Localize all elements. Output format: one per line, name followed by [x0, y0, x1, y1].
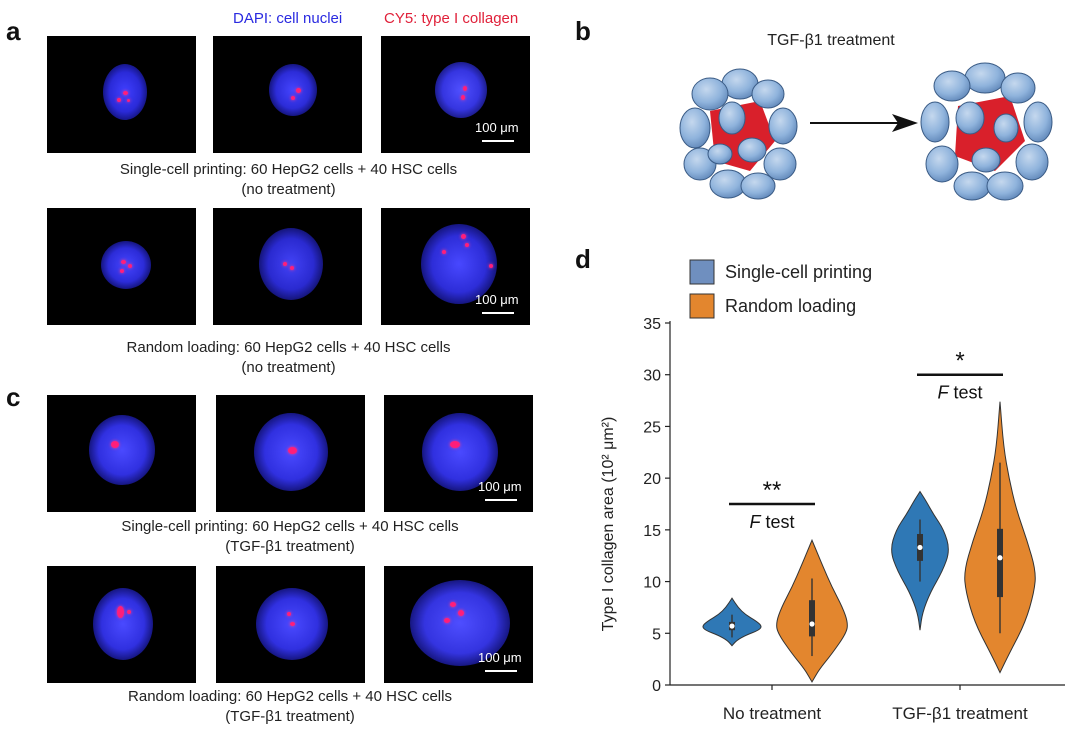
legend-dapi: DAPI: cell nuclei: [233, 10, 343, 27]
cell-nucleus-blob: [101, 241, 151, 289]
cell-nucleus-blob: [259, 228, 323, 300]
violin-iqr-box: [809, 600, 815, 637]
x-tick-label: TGF-β1 treatment: [892, 704, 1028, 723]
significance-stars: *: [955, 348, 964, 375]
legend-swatch-0: [689, 259, 715, 285]
violin-iqr-box: [997, 528, 1003, 598]
collagen-spot: [463, 86, 467, 91]
y-axis-label: Type I collagen area (10² μm²): [600, 417, 617, 632]
micrograph-a-4: [47, 208, 196, 325]
collagen-spot: [128, 264, 132, 268]
panel-letter-d: d: [575, 244, 591, 274]
micrograph-c-5: [216, 566, 365, 683]
collagen-spot: [489, 264, 493, 268]
cell-nucleus-blob: [422, 413, 498, 491]
cell-nucleus-blob: [410, 580, 510, 666]
collagen-spot: [291, 96, 295, 100]
y-tick-label: 0: [652, 678, 661, 695]
scalebar-line: [482, 140, 514, 142]
collagen-spot: [442, 250, 446, 254]
y-tick-label: 5: [652, 626, 661, 643]
legend-cy5: CY5: type I collagen: [384, 10, 519, 27]
cell-nucleus-blob: [89, 415, 155, 485]
arrow-icon: [810, 114, 918, 132]
collagen-spot: [111, 441, 119, 448]
scalebar-line: [485, 499, 517, 501]
violin-median-point: [809, 621, 815, 627]
collagen-spot: [450, 441, 460, 448]
scalebar-label: 100 μm: [478, 479, 522, 494]
micrograph-a-3: 100 μm: [381, 36, 530, 153]
legend-label-1: Random loading: [725, 296, 856, 316]
collagen-spot: [123, 91, 128, 95]
collagen-spot: [461, 95, 465, 100]
scalebar-line: [482, 312, 514, 314]
y-tick-label: 20: [643, 471, 661, 488]
cell-nucleus-blob: [435, 62, 487, 118]
spheroid-diagram: [679, 62, 1053, 201]
collagen-spot: [290, 266, 294, 270]
collagen-spot: [117, 98, 121, 102]
diagram-title: TGF-β1 treatment: [767, 32, 895, 49]
micrograph-c-4: [47, 566, 196, 683]
collagen-spot: [127, 99, 130, 102]
violin-median-point: [729, 623, 735, 629]
x-tick-label: No treatment: [723, 704, 822, 723]
collagen-spot: [296, 88, 301, 93]
chart-axes: 0 5 10 15 20 25 30 35 No treatment TGF-β1 treatme…: [643, 316, 1065, 723]
collagen-spot: [121, 260, 126, 264]
caption-a-1: Single-cell printing: 60 HepG2 cells + 4…: [119, 161, 458, 198]
violin-median-point: [997, 555, 1003, 561]
collagen-spot: [127, 610, 131, 614]
collagen-spot: [290, 622, 295, 626]
collagen-spot: [450, 602, 456, 607]
y-tick-label: 10: [643, 575, 661, 592]
y-tick-label: 25: [643, 419, 661, 436]
cell-nucleus-blob: [421, 224, 497, 304]
collagen-spot: [458, 610, 464, 616]
legend-swatch-1: [689, 293, 715, 319]
collagen-spot: [120, 269, 124, 273]
micrograph-c-1: [47, 395, 196, 512]
micrograph-a-5: [213, 208, 362, 325]
significance-test-label: F test: [937, 383, 982, 403]
significance-test-label: F test: [749, 512, 794, 532]
legend-label-0: Single-cell printing: [725, 262, 872, 282]
cell-nucleus-blob: [93, 588, 153, 660]
micrograph-c-2: [216, 395, 365, 512]
y-tick-label: 30: [643, 368, 661, 385]
violin-chart: Single-cell printing Random loading 0 5 10 1…: [600, 259, 1065, 723]
collagen-spot: [465, 243, 469, 247]
collagen-spot: [287, 612, 291, 616]
caption-c-1: Single-cell printing: 60 HepG2 cells + 4…: [121, 518, 459, 555]
chart-legend: Single-cell printing Random loading: [689, 259, 872, 319]
violin-median-point: [917, 544, 923, 551]
scalebar-line: [485, 670, 517, 672]
micrograph-c-6: 100 μm: [384, 566, 533, 683]
collagen-spot: [461, 234, 466, 239]
cell-nucleus-blob: [269, 64, 317, 116]
micrograph-a-2: [213, 36, 362, 153]
micrograph-c-3: 100 μm: [384, 395, 533, 512]
caption-a-2: Random loading: 60 HepG2 cells + 40 HSC …: [126, 339, 451, 376]
spheroid-after: [920, 62, 1053, 201]
spheroid-before: [679, 68, 798, 200]
scalebar-label: 100 μm: [478, 650, 522, 665]
panel-letter-b: b: [575, 16, 591, 46]
scalebar-label: 100 μm: [475, 120, 519, 135]
y-tick-label: 15: [643, 523, 661, 540]
panel-letter-a: a: [6, 16, 21, 46]
collagen-spot: [283, 262, 287, 266]
panel-letter-c: c: [6, 382, 21, 412]
collagen-spot: [288, 447, 297, 454]
micrograph-a-6: 100 μm: [381, 208, 530, 325]
significance-stars: **: [763, 477, 782, 504]
chart-plot-area: ** F test * F test: [702, 348, 1036, 683]
collagen-spot: [444, 618, 450, 623]
scalebar-label: 100 μm: [475, 292, 519, 307]
micrograph-a-1: [47, 36, 196, 153]
y-tick-label: 35: [643, 316, 661, 333]
caption-c-2: Random loading: 60 HepG2 cells + 40 HSC …: [128, 688, 452, 725]
collagen-spot: [117, 606, 124, 618]
